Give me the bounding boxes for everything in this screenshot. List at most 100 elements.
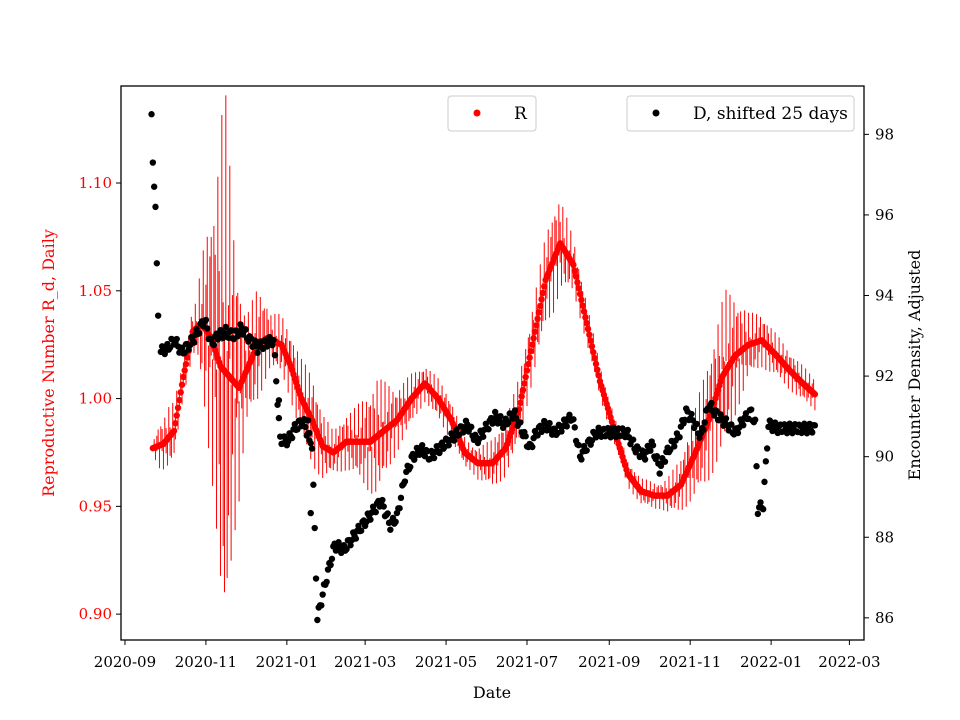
d-point: [761, 478, 768, 486]
r-point: [519, 386, 527, 394]
r-point: [176, 396, 183, 404]
r-point: [174, 404, 182, 412]
d-point: [571, 424, 578, 431]
r-point: [180, 373, 187, 381]
r-point: [811, 391, 819, 398]
y-axis-label-right: Encounter Density, Adjusted: [905, 250, 924, 481]
y-tick-label-right: 86: [875, 609, 894, 627]
d-point: [693, 420, 701, 428]
d-point: [312, 575, 320, 582]
d-point: [583, 447, 590, 454]
r-point: [579, 302, 586, 309]
d-point: [661, 458, 669, 465]
d-point: [306, 429, 313, 437]
d-point: [754, 510, 762, 518]
d-point: [624, 426, 632, 434]
d-point: [275, 397, 283, 404]
d-point: [367, 516, 374, 523]
d-point: [150, 183, 158, 190]
y-tick-label-right: 88: [875, 528, 894, 546]
r-series: [149, 95, 819, 593]
d-point: [327, 561, 334, 569]
d-point: [372, 508, 379, 516]
d-point: [318, 602, 325, 609]
d-point: [210, 341, 218, 349]
x-tick-label: 2021-09: [578, 653, 640, 671]
legend-d-box: [626, 95, 855, 132]
d-point: [811, 422, 819, 429]
d-point: [380, 503, 387, 510]
d-point: [762, 458, 770, 465]
d-point: [306, 437, 313, 444]
y-tick-label-right: 90: [875, 448, 894, 466]
r-point: [170, 427, 178, 435]
d-point: [708, 399, 715, 407]
d-point: [558, 428, 565, 435]
r-point: [181, 367, 188, 374]
d-point: [728, 421, 735, 428]
r-point: [523, 367, 531, 374]
r-point: [172, 420, 179, 427]
d-point: [570, 416, 577, 423]
d-point: [219, 334, 227, 342]
d-point: [302, 423, 309, 431]
r-point: [578, 296, 585, 304]
d-point: [563, 423, 570, 430]
d-point: [485, 426, 492, 433]
x-tick-label: 2022-01: [740, 653, 802, 671]
r-point: [173, 412, 180, 419]
r-point: [583, 319, 590, 327]
d-point: [152, 203, 159, 211]
d-point: [450, 437, 458, 444]
d-point: [153, 260, 161, 267]
d-point: [357, 527, 365, 534]
y-tick-label-left: 1.00: [79, 390, 112, 408]
r-point: [531, 328, 539, 335]
y-tick-label-left: 1.05: [79, 282, 112, 300]
d-point: [700, 426, 707, 434]
legend-r-box: [447, 95, 537, 132]
d-point: [752, 416, 759, 423]
d-point: [653, 453, 661, 460]
d-point: [335, 539, 342, 546]
r-point: [592, 360, 600, 368]
r-point: [521, 380, 528, 387]
d-point: [676, 433, 683, 441]
d-point: [397, 494, 405, 502]
d-point: [430, 454, 438, 462]
r-point: [534, 315, 541, 323]
r-point: [526, 354, 533, 361]
x-tick-label: 2021-01: [256, 653, 318, 671]
d-point: [641, 456, 649, 463]
r-point: [178, 381, 186, 388]
x-tick-label: 2020-09: [94, 653, 156, 671]
legend-r-marker: [473, 109, 481, 117]
x-tick-label: 2020-11: [175, 653, 237, 671]
d-point: [566, 411, 573, 419]
d-point: [270, 336, 277, 344]
d-point: [196, 330, 203, 337]
r-point: [586, 331, 593, 338]
d-point: [522, 433, 529, 440]
d-point: [468, 423, 475, 431]
d-point: [273, 378, 280, 385]
d-point: [314, 616, 321, 624]
d-point: [161, 350, 168, 358]
d-point: [497, 412, 504, 420]
legend-d-label: D, shifted 25 days: [693, 104, 848, 124]
d-point: [740, 421, 747, 429]
d-point: [407, 463, 414, 471]
d-point: [753, 463, 760, 470]
d-point: [529, 443, 536, 451]
d-point: [352, 535, 360, 542]
x-tick-label: 2021-05: [415, 653, 477, 671]
d-point: [154, 312, 162, 319]
d-point: [809, 429, 816, 436]
d-point: [251, 337, 259, 344]
y-tick-label-left: 0.90: [79, 605, 112, 623]
r-point: [571, 267, 578, 274]
d-point: [759, 505, 767, 513]
r-point: [182, 360, 190, 368]
r-point: [584, 325, 592, 333]
d-point: [304, 417, 312, 424]
